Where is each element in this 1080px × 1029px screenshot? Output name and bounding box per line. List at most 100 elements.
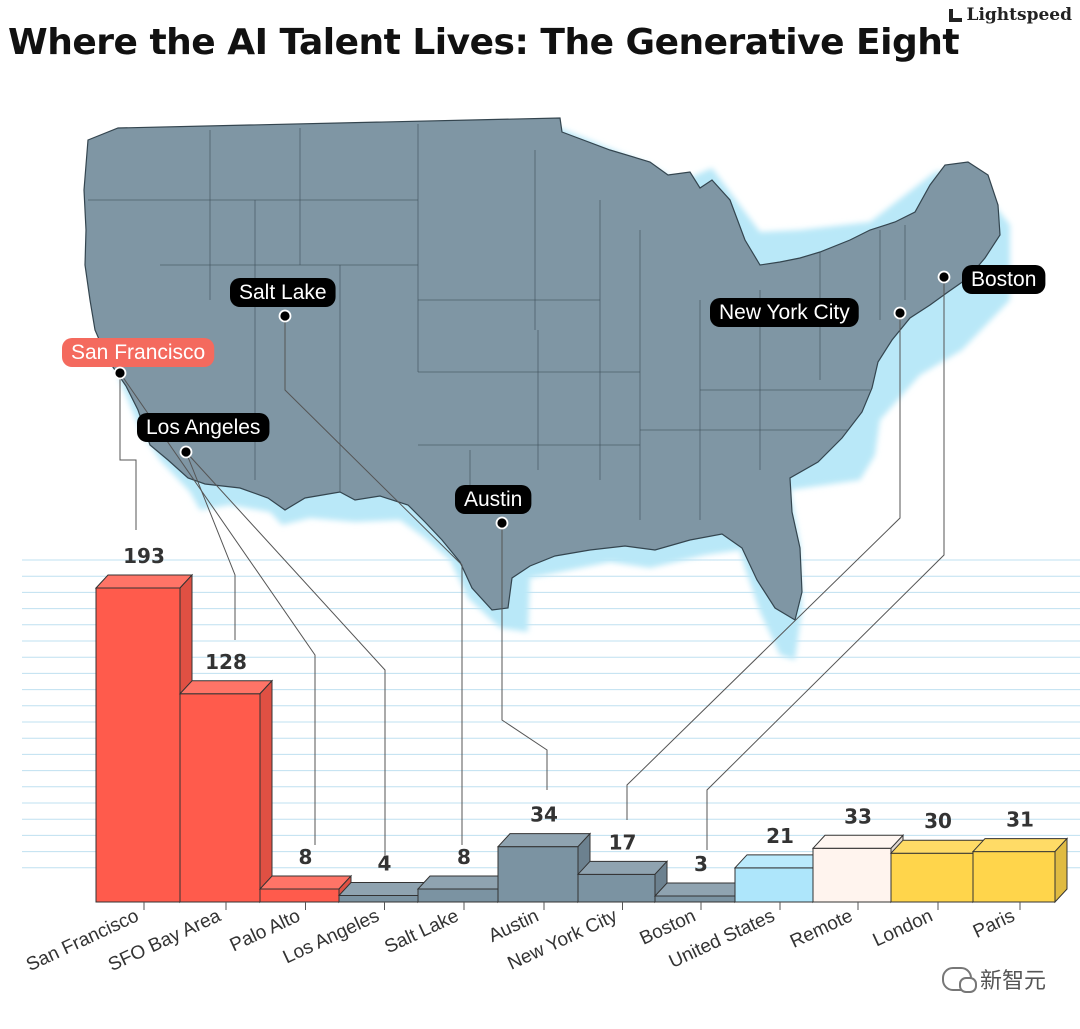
- value-label: 8: [299, 845, 313, 869]
- bar-palo-alto: [258, 874, 353, 904]
- city-label-bg: [455, 485, 532, 514]
- bar-top: [576, 860, 669, 875]
- bar-front: [497, 846, 579, 903]
- bar-top: [733, 854, 827, 869]
- city-label-bg: [137, 413, 270, 442]
- bar-top: [496, 833, 592, 848]
- bar-side: [1054, 837, 1068, 904]
- brand-name: Lightspeed: [966, 5, 1073, 25]
- city-label: San Francisco: [71, 341, 205, 364]
- bar-salt-lake: [416, 874, 512, 904]
- bar-london: [889, 838, 987, 904]
- bar-front: [417, 888, 499, 903]
- leader-line: [501, 523, 548, 790]
- value-label: 30: [924, 809, 952, 833]
- value-label: 33: [844, 804, 872, 828]
- city-boston: Boston: [937, 265, 1046, 294]
- leader-line: [185, 451, 386, 855]
- wechat-icon: [941, 967, 977, 993]
- bar-front: [577, 873, 656, 903]
- bar-san-francisco: [94, 573, 194, 904]
- city-salt-lake: Salt Lake: [230, 278, 336, 323]
- bar-top: [653, 882, 749, 897]
- value-label: 34: [530, 803, 558, 827]
- bar-top: [258, 875, 353, 890]
- bar-top: [94, 574, 194, 589]
- city-new-york-city: New York City: [710, 298, 907, 327]
- leader-line: [626, 313, 901, 820]
- bar-top: [971, 838, 1069, 853]
- bar-top: [889, 839, 987, 854]
- value-label: 17: [609, 830, 637, 854]
- bar-sfo-bay-area: [178, 679, 274, 904]
- city-san-francisco: San Francisco: [62, 338, 215, 380]
- bar-front: [338, 894, 419, 903]
- leader-line: [185, 451, 236, 640]
- bar-los-angeles: [337, 881, 432, 904]
- us-map-shape: [83, 117, 1001, 621]
- watermark-text: 新智元: [979, 969, 1046, 994]
- leader-line: [119, 373, 137, 530]
- tick-label: Salt Lake: [381, 905, 462, 958]
- bar-new-york-city: [576, 860, 669, 904]
- leader-line: [706, 277, 945, 850]
- city-dot: [937, 270, 951, 284]
- bar-paris: [971, 837, 1069, 904]
- bar-front: [95, 587, 181, 903]
- city-label: New York City: [719, 301, 850, 324]
- city-label-bg: [710, 298, 859, 327]
- value-label: 3: [694, 852, 708, 876]
- bar-front: [812, 847, 892, 903]
- city-label: Salt Lake: [239, 281, 327, 304]
- chart-title: Where the AI Talent Lives: The Generativ…: [8, 22, 960, 63]
- value-label: 21: [766, 824, 794, 848]
- value-label: 193: [123, 544, 165, 568]
- city-dot: [893, 306, 907, 320]
- city-label: Austin: [464, 488, 522, 511]
- tick-label: London: [870, 905, 936, 951]
- bar-front: [654, 895, 736, 903]
- city-label: Los Angeles: [146, 416, 260, 439]
- bar-top: [178, 680, 274, 695]
- bar-side: [259, 679, 273, 904]
- leader-line: [284, 316, 463, 845]
- brand-logo: Lightspeed: [948, 5, 1073, 25]
- bar-united-states: [733, 853, 827, 904]
- bar-front: [259, 888, 340, 903]
- value-label: 8: [457, 845, 471, 869]
- us-map: [83, 117, 1010, 660]
- bar-front: [890, 852, 974, 903]
- watermark: 新智元: [941, 963, 1046, 995]
- bar-boston: [653, 881, 749, 904]
- value-label: 31: [1006, 808, 1034, 832]
- city-dot: [495, 516, 509, 530]
- city-dot: [179, 445, 193, 459]
- city-dot: [113, 366, 127, 380]
- city-los-angeles: Los Angeles: [137, 413, 270, 459]
- city-labels: San Francisco Salt Lake Los Angeles Austin N…: [62, 265, 1046, 530]
- value-label: 4: [378, 851, 392, 875]
- bar-top: [811, 834, 905, 849]
- tick-label: Remote: [787, 905, 856, 952]
- tick-label: Paris: [970, 905, 1018, 942]
- value-labels: 193 128 8 4 8 34 17 3 21 33 30 31: [123, 544, 1034, 876]
- bar-front: [179, 693, 261, 903]
- bar-austin: [496, 832, 592, 904]
- city-label-bg: [62, 338, 215, 367]
- city-dot: [278, 309, 292, 323]
- bar-front: [734, 867, 814, 903]
- leader-line: [119, 372, 316, 845]
- leader-lines: [119, 277, 945, 855]
- city-austin: Austin: [455, 485, 532, 530]
- bars: [94, 573, 1069, 904]
- tick-label: Austin: [485, 905, 542, 946]
- bar-top: [337, 881, 432, 896]
- bar-top: [416, 875, 512, 890]
- bar-remote: [811, 834, 905, 904]
- value-label: 128: [205, 650, 247, 674]
- city-label: Boston: [971, 268, 1036, 291]
- city-label-bg: [962, 265, 1046, 294]
- lightspeed-logo-icon: [948, 8, 962, 22]
